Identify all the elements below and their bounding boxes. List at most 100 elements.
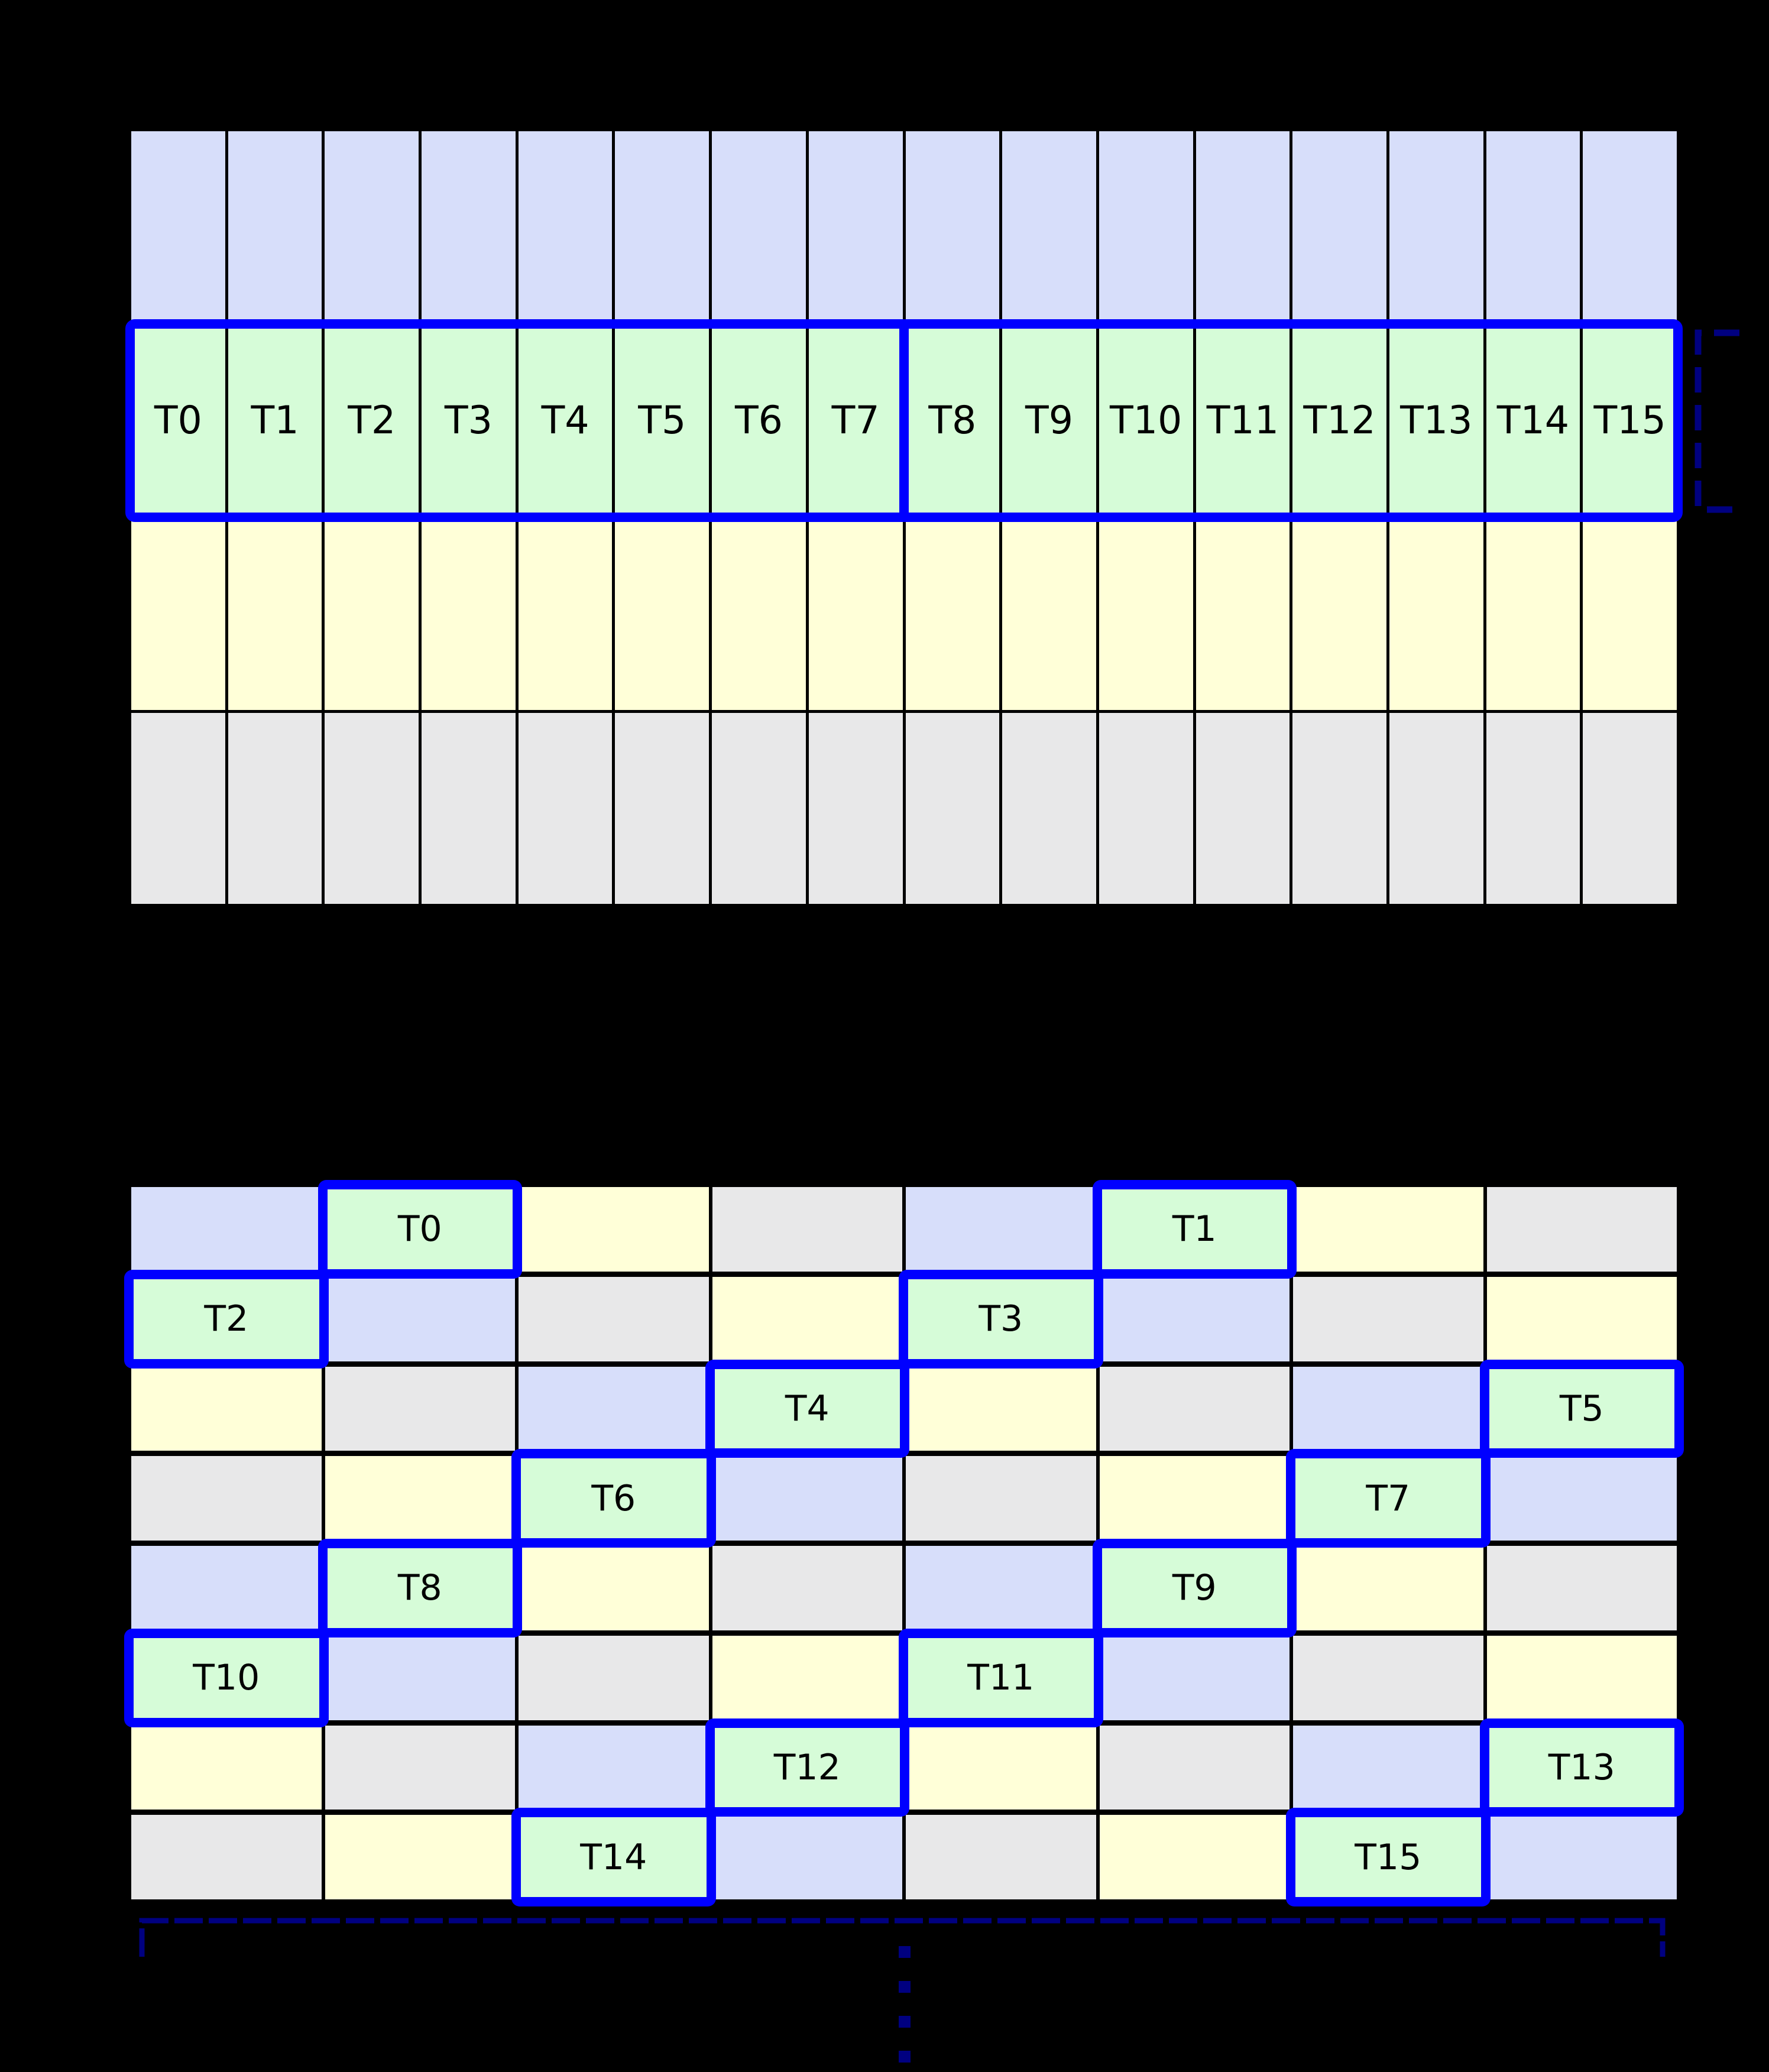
memory-element-cell: [1486, 1276, 1677, 1361]
memory-element-cell: [519, 1187, 709, 1272]
highlighted-access-cell: T2: [124, 1269, 329, 1369]
memory-element-cell: [906, 1815, 1096, 1899]
memory-element-cell: [228, 713, 322, 904]
highlighted-access-cell: T4: [705, 1359, 909, 1458]
memory-element-cell: [712, 519, 806, 710]
memory-element-cell: [712, 713, 806, 904]
memory-element-cell: [615, 519, 709, 710]
thread-label: T3: [444, 398, 493, 443]
thread-cell: T6: [712, 325, 806, 516]
memory-element-cell: [131, 1187, 322, 1272]
thread-label: T8: [397, 1567, 442, 1609]
thread-cell: T0: [131, 325, 225, 516]
memory-element-cell: [905, 519, 1000, 710]
highlighted-access-cell: T11: [899, 1628, 1103, 1727]
memory-element-cell: [1486, 713, 1580, 904]
memory-element-cell: [325, 1366, 515, 1451]
thread-label: T15: [1355, 1836, 1422, 1878]
grid-width-bracket: [139, 1918, 1666, 1957]
memory-element-cell: [422, 131, 516, 322]
thread-label: T10: [193, 1657, 260, 1699]
thread-label: T6: [591, 1477, 636, 1519]
thread-label: T0: [154, 398, 202, 443]
memory-element-cell: [422, 519, 516, 710]
memory-element-cell: [1099, 713, 1193, 904]
memory-element-cell: [1195, 519, 1290, 710]
memory-element-cell: [1195, 131, 1290, 322]
memory-element-cell: [1389, 131, 1483, 322]
highlighted-access-cell: T1: [1092, 1180, 1297, 1279]
thread-label: T3: [979, 1298, 1023, 1340]
memory-element-cell: [131, 713, 225, 904]
memory-element-cell: [518, 713, 613, 904]
highlighted-access-cell: T15: [1286, 1808, 1491, 1906]
memory-element-cell: [808, 519, 903, 710]
memory-element-cell: [228, 519, 322, 710]
memory-element-cell: [1292, 713, 1386, 904]
memory-element-cell: [1486, 519, 1580, 710]
thread-label: T1: [251, 398, 299, 443]
thread-label: T4: [785, 1387, 830, 1429]
highlighted-access-cell: T3: [899, 1269, 1103, 1369]
thread-label: T11: [1206, 398, 1279, 443]
memory-element-cell: [1486, 1546, 1677, 1630]
memory-element-cell: [1293, 1187, 1483, 1272]
thread-label: T2: [204, 1298, 249, 1340]
memory-element-cell: [422, 713, 516, 904]
highlighted-access-cell: T0: [317, 1180, 522, 1279]
memory-element-cell: [1293, 1635, 1483, 1720]
memory-element-cell: [1099, 1635, 1290, 1720]
memory-element-cell: [1293, 1725, 1483, 1810]
half-warp-divider: [899, 324, 909, 518]
memory-element-cell: [519, 1725, 709, 1810]
thread-label: T7: [831, 398, 880, 443]
memory-element-cell: [808, 713, 903, 904]
thread-label: T8: [928, 398, 977, 443]
memory-element-cell: [712, 1815, 902, 1899]
memory-element-cell: [808, 131, 903, 322]
memory-element-cell: [1292, 519, 1386, 710]
memory-element-cell: [131, 1815, 322, 1899]
memory-element-cell: [1002, 519, 1096, 710]
memory-element-cell: [712, 1187, 902, 1272]
memory-element-cell: [906, 1187, 1096, 1272]
memory-element-cell: [1293, 1366, 1483, 1451]
highlighted-access-cell: T14: [511, 1808, 716, 1906]
thread-cell: T2: [325, 325, 419, 516]
memory-element-cell: [906, 1546, 1096, 1630]
memory-element-cell: [1486, 1815, 1677, 1899]
highlighted-access-cell: T7: [1286, 1449, 1491, 1548]
memory-element-cell: [1195, 713, 1290, 904]
memory-element-cell: [325, 1725, 515, 1810]
thread-cell: T10: [1099, 325, 1193, 516]
thread-cell: T1: [228, 325, 322, 516]
memory-element-cell: [1002, 131, 1096, 322]
thread-cell: T4: [518, 325, 613, 516]
memory-element-cell: [906, 1366, 1096, 1451]
thread-label: T5: [638, 398, 686, 443]
memory-element-cell: [1486, 1635, 1677, 1720]
memory-element-cell: [325, 519, 419, 710]
thread-label: T10: [1110, 398, 1182, 443]
highlighted-access-cell: T5: [1479, 1359, 1684, 1458]
thread-label: T0: [397, 1208, 442, 1250]
thread-label: T2: [348, 398, 396, 443]
thread-cell: T13: [1389, 325, 1483, 516]
thread-cell: T15: [1583, 325, 1677, 516]
memory-element-cell: [615, 131, 709, 322]
memory-element-cell: [518, 131, 613, 322]
memory-element-cell: [325, 1815, 515, 1899]
thread-cell: T8: [905, 325, 1000, 516]
memory-element-cell: [131, 1456, 322, 1541]
thread-label: T14: [1496, 398, 1570, 443]
thread-label: T13: [1548, 1746, 1615, 1788]
thread-cell: T5: [615, 325, 709, 516]
thread-cell: T3: [422, 325, 516, 516]
memory-element-cell: [906, 1456, 1096, 1541]
memory-element-cell: [712, 1276, 902, 1361]
memory-element-cell: [1099, 1456, 1290, 1541]
memory-element-cell: [131, 131, 225, 322]
memory-element-cell: [131, 1725, 322, 1810]
thread-cell: T11: [1195, 325, 1290, 516]
